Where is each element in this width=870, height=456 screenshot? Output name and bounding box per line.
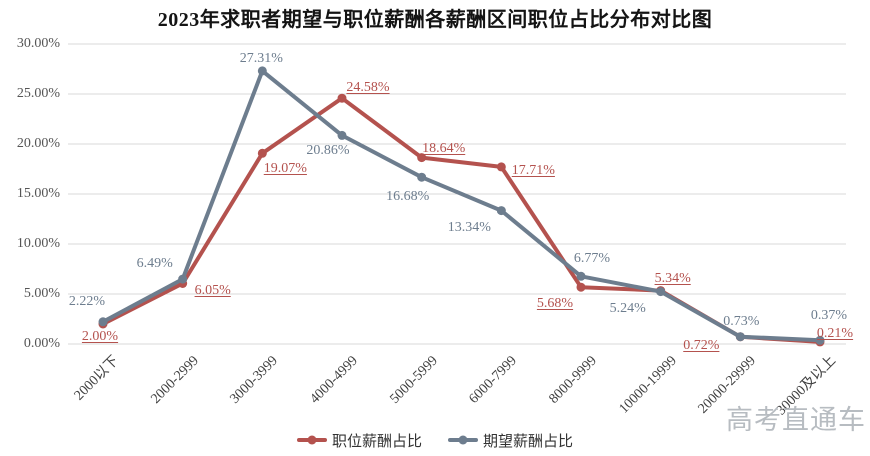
legend-line-marker-icon bbox=[448, 438, 478, 442]
data-label: 19.07% bbox=[263, 161, 307, 177]
legend-label: 期望薪酬占比 bbox=[483, 433, 574, 450]
data-label: 18.64% bbox=[422, 140, 466, 156]
y-tick-label: 0.00% bbox=[23, 336, 60, 351]
data-point bbox=[417, 153, 427, 163]
data-point bbox=[98, 317, 108, 327]
data-label: 5.68% bbox=[536, 296, 574, 312]
data-label: 16.68% bbox=[386, 189, 430, 205]
data-point bbox=[417, 172, 427, 182]
y-tick-label: 25.00% bbox=[16, 86, 60, 101]
data-label: 13.34% bbox=[447, 219, 491, 235]
data-point bbox=[735, 332, 745, 342]
data-label: 20.86% bbox=[306, 143, 350, 159]
legend-item: 期望薪酬占比 bbox=[448, 430, 573, 451]
data-point bbox=[815, 335, 825, 345]
data-label: 2.00% bbox=[81, 329, 119, 344]
data-point bbox=[656, 287, 666, 297]
chart-title: 2023年求职者期望与职位薪酬各薪酬区间职位占比分布对比图 bbox=[157, 9, 713, 31]
data-point bbox=[257, 66, 267, 76]
data-label: 27.31% bbox=[239, 50, 283, 66]
series-line bbox=[101, 68, 822, 343]
data-label: 0.21% bbox=[816, 325, 854, 341]
data-label: 6.77% bbox=[573, 251, 611, 267]
data-label: 5.34% bbox=[654, 270, 691, 286]
data-point bbox=[496, 162, 506, 172]
data-point bbox=[576, 282, 586, 292]
data-point bbox=[337, 93, 347, 103]
data-label: 6.49% bbox=[136, 256, 173, 272]
data-point bbox=[257, 148, 267, 158]
data-point bbox=[576, 271, 586, 281]
data-point bbox=[337, 130, 347, 140]
y-tick-label: 5.00% bbox=[23, 286, 60, 301]
data-point bbox=[178, 274, 188, 284]
data-label: 24.58% bbox=[346, 80, 390, 96]
data-label: 0.73% bbox=[723, 313, 760, 329]
data-label: 0.72% bbox=[683, 337, 720, 353]
data-label: 2.22% bbox=[68, 293, 106, 309]
watermark: 高考直通车 bbox=[726, 405, 866, 435]
data-label: 17.71% bbox=[511, 162, 555, 178]
legend: 职位薪酬占比 期望薪酬占比 bbox=[0, 430, 870, 450]
data-label: 5.24% bbox=[609, 300, 646, 316]
data-label: 0.37% bbox=[810, 308, 848, 324]
data-point bbox=[496, 206, 506, 216]
y-tick-label: 20.00% bbox=[16, 136, 60, 151]
legend-label: 职位薪酬占比 bbox=[331, 433, 422, 450]
legend-line-marker-icon bbox=[296, 438, 327, 442]
y-tick-label: 30.00% bbox=[16, 36, 60, 51]
y-tick-label: 15.00% bbox=[16, 186, 60, 201]
legend-item: 职位薪酬占比 bbox=[296, 430, 422, 451]
data-label: 6.05% bbox=[194, 282, 231, 298]
y-tick-label: 10.00% bbox=[16, 236, 60, 251]
